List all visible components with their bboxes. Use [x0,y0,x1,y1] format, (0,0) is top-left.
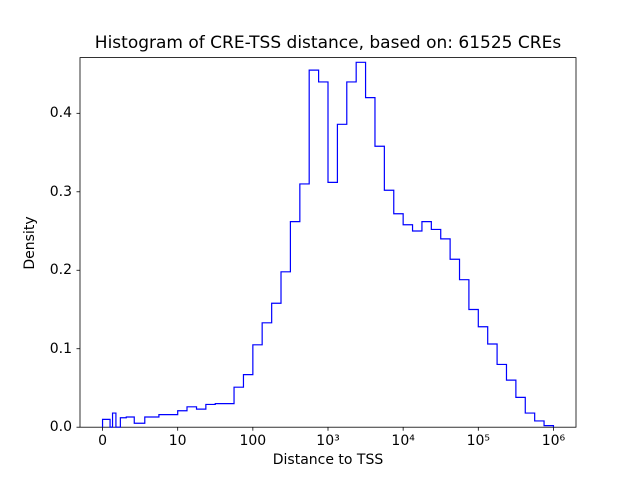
y-tick-label: 0.2 [49,262,72,279]
x-tick-label: 10 [168,433,187,449]
y-tick-label: 0.0 [49,419,72,436]
y-tick-label: 0.4 [49,105,72,122]
chart-title: Histogram of CRE-TSS distance, based on:… [94,33,562,53]
y-tick-label: 0.1 [49,340,72,357]
axis-tick-marks [76,112,554,431]
x-tick-label: 0 [98,433,107,449]
x-tick-label: 10³ [316,433,340,449]
x-tick-label: 10⁴ [391,433,415,449]
x-tick-label: 100 [239,433,267,449]
y-tick-label: 0.3 [49,183,72,200]
x-tick-label: 10⁶ [541,433,566,449]
x-axis-label: Distance to TSS [272,452,384,468]
histogram-line [101,61,555,428]
x-tick-label: 10⁵ [466,433,491,449]
